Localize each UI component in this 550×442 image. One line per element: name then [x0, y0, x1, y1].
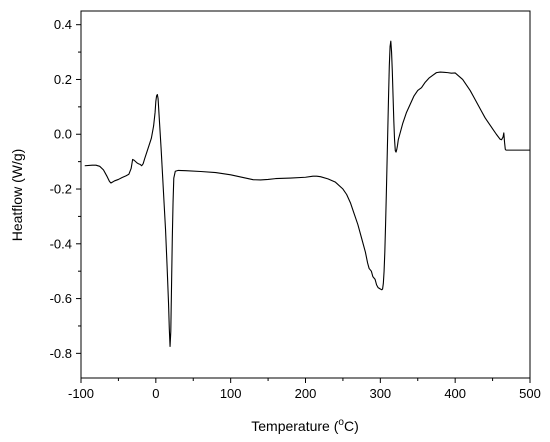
y-tick-label: 0.4	[54, 17, 72, 32]
x-axis-title-sup: o	[338, 417, 344, 428]
x-tick-labels: -100 0 100 200 300 400 500	[68, 386, 541, 401]
y-tick-labels: -0.8 -0.6 -0.4 -0.2 0.0 0.2 0.4	[50, 17, 72, 361]
y-tick-label: 0.2	[54, 72, 72, 87]
y-tick-label: -0.8	[50, 346, 72, 361]
x-tick-label: 0	[152, 386, 159, 401]
plot-frame	[80, 10, 531, 379]
tick-marks	[76, 24, 531, 383]
y-axis-title: Heatflow (W/g)	[9, 149, 25, 242]
x-tick-label: -100	[68, 386, 94, 401]
axes	[80, 10, 531, 379]
y-tick-label: -0.6	[50, 291, 72, 306]
y-tick-label: -0.2	[50, 182, 72, 197]
x-tick-label: 300	[369, 386, 391, 401]
y-tick-label: 0.0	[54, 127, 72, 142]
heatflow-series-line	[84, 40, 530, 348]
y-tick-label: -0.4	[50, 236, 72, 251]
x-axis-title-pre: Temperature (	[251, 418, 338, 434]
x-axis-title-post: C)	[344, 418, 359, 434]
x-tick-label: 500	[519, 386, 541, 401]
x-axis-title: Temperature (oC)	[251, 417, 359, 434]
x-tick-label: 200	[295, 386, 317, 401]
x-tick-label: 400	[444, 386, 466, 401]
x-tick-label: 100	[220, 386, 242, 401]
